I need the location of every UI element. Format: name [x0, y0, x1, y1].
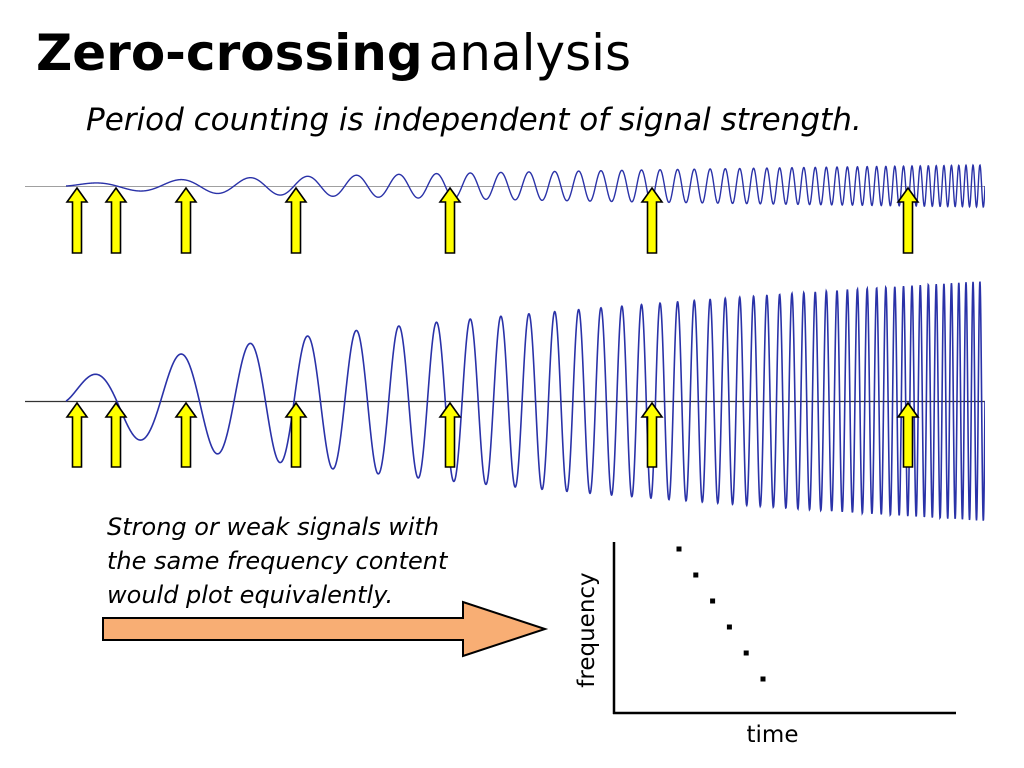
plot-point [743, 650, 749, 656]
strong-signal-waveform [65, 281, 985, 521]
result-arrow [102, 600, 549, 658]
zero-crossing-arrow [640, 186, 664, 254]
plot-point [676, 546, 682, 552]
zero-crossing-arrow [174, 186, 198, 254]
plot-point [710, 598, 716, 604]
plot-point [760, 676, 766, 682]
zero-crossing-arrow [284, 186, 308, 254]
plot-x-label: time [746, 722, 799, 748]
zero-crossing-arrow [65, 186, 89, 254]
plot-y-label: frequency [574, 572, 600, 688]
frequency-time-plot [612, 542, 956, 715]
zero-crossing-arrow [438, 401, 462, 468]
caption: Strong or weak signals with the same fre… [107, 510, 447, 612]
zero-crossing-arrow [640, 401, 664, 468]
zero-crossing-arrow [174, 401, 198, 468]
weak-signal-waveform [65, 163, 985, 209]
zero-crossing-arrow [104, 186, 128, 254]
strong-signal-crossing-markers [65, 401, 920, 468]
weak-signal-crossing-markers [65, 186, 920, 254]
caption-line: would plot equivalently. [107, 581, 394, 609]
caption-line: Strong or weak signals with [107, 513, 440, 541]
zero-crossing-arrow [65, 401, 89, 468]
caption-line: the same frequency content [107, 547, 448, 575]
title-bold: Zero-crossing [36, 24, 423, 82]
slide-subtitle: Period counting is independent of signal… [86, 102, 862, 138]
zero-crossing-arrow [896, 401, 920, 468]
zero-crossing-arrow [284, 401, 308, 468]
zero-crossing-arrow [104, 401, 128, 468]
title-rest: analysis [428, 24, 632, 82]
zero-crossing-arrow [438, 186, 462, 254]
plot-point [693, 572, 699, 578]
plot-point [726, 624, 732, 630]
zero-crossing-arrow [896, 186, 920, 254]
slide-title: Zero-crossing analysis [36, 22, 631, 84]
